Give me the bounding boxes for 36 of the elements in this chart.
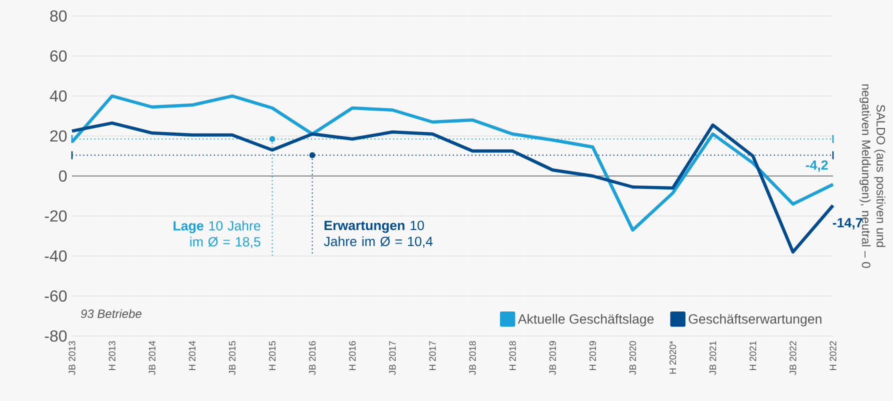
x-tick-label: H 2013 bbox=[108, 341, 116, 370]
y-tick-label: 60 bbox=[50, 50, 67, 62]
y-tick-label: -40 bbox=[44, 250, 67, 262]
y-tick-label: -80 bbox=[44, 330, 67, 342]
y-tick-label: 0 bbox=[59, 170, 67, 182]
y-tick-label: -20 bbox=[44, 210, 67, 222]
x-tick-label: H 2021 bbox=[750, 341, 756, 370]
x-tick-label: H 2014 bbox=[188, 341, 196, 370]
x-tick-label: H 2015 bbox=[268, 341, 276, 370]
x-tick-label: JB 2017 bbox=[389, 341, 396, 375]
y-tick-label: -60 bbox=[44, 290, 67, 302]
x-tick-label: JB 2016 bbox=[309, 341, 316, 375]
x-tick-label: JB 2019 bbox=[549, 341, 556, 375]
data-label: -4,2 bbox=[806, 160, 828, 172]
x-tick-label: H 2017 bbox=[429, 341, 436, 370]
x-tick-label: JB 2021 bbox=[710, 341, 716, 375]
x-tick-label: H 2018 bbox=[509, 341, 516, 370]
x-tick-label: JB 2020 bbox=[629, 341, 636, 375]
x-tick-label: JB 2022 bbox=[790, 341, 796, 375]
x-tick-label: JB 2014 bbox=[148, 341, 156, 375]
data-label: -14,7 bbox=[832, 218, 862, 230]
y-tick-label: 20 bbox=[50, 130, 67, 142]
x-tick-label: H 2020* bbox=[670, 340, 676, 374]
x-tick-label: JB 2013 bbox=[68, 341, 76, 375]
y-tick-label: 40 bbox=[50, 90, 67, 102]
y-tick-label: 80 bbox=[50, 10, 67, 22]
ref-line-label: Lage 10 Jahre im Ø = 18,5 bbox=[174, 220, 260, 248]
ref-line-label: Erwartungen 10 Jahre im Ø = 10,4 bbox=[324, 220, 433, 248]
x-tick-label: JB 2015 bbox=[228, 341, 236, 375]
x-tick-label: JB 2018 bbox=[469, 341, 476, 375]
x-tick-label: H 2019 bbox=[589, 341, 596, 370]
legend-label: Aktuelle Geschäftslage bbox=[518, 314, 654, 326]
x-tick-label: H 2016 bbox=[349, 341, 356, 370]
annotation: 93 Betriebe bbox=[80, 309, 142, 318]
x-tick-label: H 2022 bbox=[830, 341, 836, 370]
legend-label: Geschäftserwartungen bbox=[688, 314, 822, 326]
